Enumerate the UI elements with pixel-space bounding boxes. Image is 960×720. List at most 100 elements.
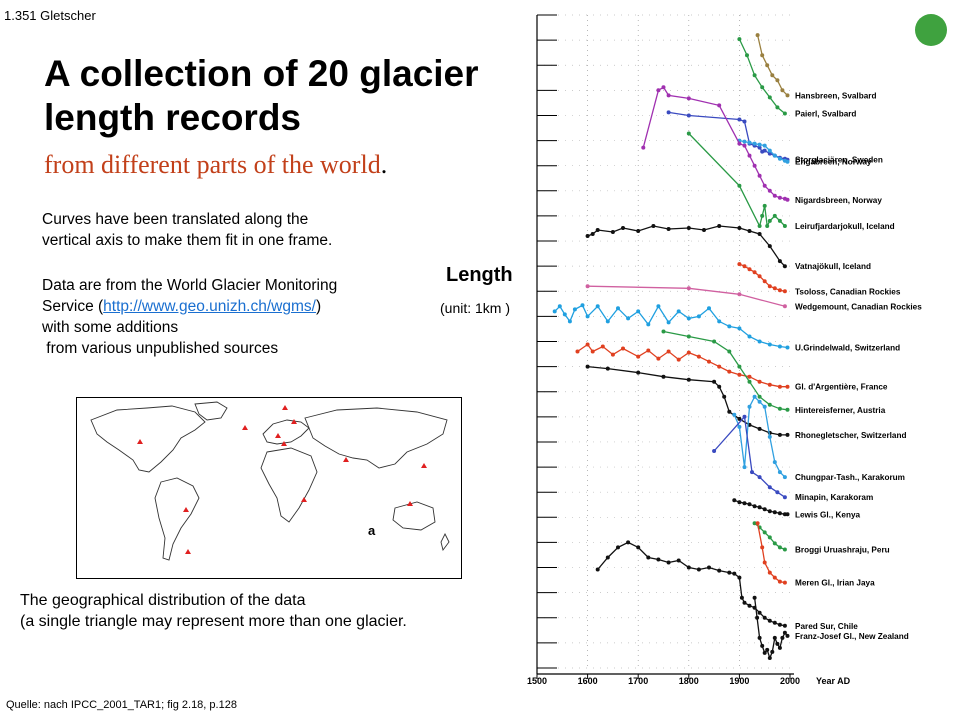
- data-point: [686, 316, 691, 321]
- data-point: [727, 369, 732, 374]
- series-17: [752, 521, 787, 552]
- data-point: [767, 284, 772, 289]
- data-point: [752, 521, 757, 526]
- data-point: [760, 213, 765, 218]
- data-point: [770, 73, 775, 78]
- data-point: [686, 131, 691, 136]
- greenland-outline: [194, 401, 228, 421]
- series-9: [585, 284, 787, 309]
- data-point: [782, 547, 787, 552]
- data-point: [712, 379, 717, 384]
- data-point: [727, 324, 732, 329]
- data-point: [712, 339, 717, 344]
- data-point: [686, 226, 691, 230]
- wgms-link[interactable]: http://www.geo.unizh.ch/wgms/: [103, 298, 316, 315]
- data-point: [686, 113, 691, 118]
- series-label: Leirufjardarjokull, Iceland: [795, 222, 895, 231]
- data-point: [772, 620, 777, 625]
- data-point: [732, 498, 737, 503]
- subtitle-end: .: [380, 150, 388, 179]
- data-point: [747, 379, 752, 384]
- data-point: [707, 359, 711, 364]
- data-point: [676, 309, 681, 314]
- data-point: [600, 344, 605, 349]
- data-point: [636, 309, 641, 314]
- data-point: [767, 485, 772, 490]
- data-point: [737, 37, 742, 42]
- data-point: [737, 262, 742, 267]
- data-point: [772, 460, 777, 465]
- data-point: [777, 470, 782, 475]
- data-point: [782, 630, 787, 635]
- data-point: [696, 314, 701, 319]
- data-point: [760, 643, 765, 648]
- data-point: [757, 339, 762, 344]
- data-point: [782, 623, 787, 628]
- data-point: [717, 103, 722, 108]
- data-point: [777, 195, 782, 200]
- data-point: [772, 286, 777, 291]
- data-point: [785, 407, 790, 412]
- data-point: [777, 344, 782, 349]
- data-point: [760, 545, 765, 550]
- data-point: [747, 334, 752, 339]
- page-subtitle: from different parts of the world.: [44, 150, 387, 180]
- data-point: [770, 649, 775, 654]
- data-point: [762, 530, 767, 535]
- series-10: [552, 303, 790, 350]
- glacier-marker: [137, 439, 143, 444]
- data-point: [762, 615, 767, 620]
- data-point: [767, 95, 772, 100]
- glacier-chart: 1500 1600 1700 1800 1900 2000 Year AD Hansbree…: [527, 14, 922, 686]
- data-point: [737, 292, 742, 297]
- data-point: [777, 579, 782, 584]
- asia-outline: [304, 407, 448, 469]
- series-line: [753, 597, 788, 660]
- series-line: [587, 365, 788, 436]
- data-point: [757, 610, 762, 615]
- data-point: [656, 356, 661, 361]
- slide-id: 1.351 Gletscher: [4, 8, 96, 23]
- unit-label: (unit: 1km ): [440, 300, 511, 316]
- data-point: [626, 540, 631, 545]
- data-point: [737, 416, 742, 421]
- series-label: Lewis Gl., Kenya: [795, 510, 861, 519]
- x-axis-label: Year AD: [816, 676, 851, 686]
- data-point: [757, 399, 762, 404]
- north-america-outline: [90, 405, 206, 473]
- series-12: [661, 329, 790, 412]
- data-point: [762, 279, 767, 284]
- data-point: [742, 501, 747, 506]
- data-point: [636, 370, 641, 375]
- data-point: [742, 264, 747, 269]
- data-point: [742, 600, 747, 605]
- data-point: [767, 509, 772, 514]
- data-point: [737, 183, 742, 188]
- data-point: [757, 505, 762, 510]
- data-point: [777, 218, 782, 223]
- south-america-outline: [154, 477, 200, 561]
- subtitle-text: from different parts of the world: [44, 150, 381, 179]
- data-point: [575, 349, 580, 354]
- data-point: [785, 197, 790, 202]
- data-point: [757, 173, 762, 178]
- series-11: [575, 342, 790, 389]
- data-point: [785, 512, 790, 517]
- glacier-marker: [183, 507, 189, 512]
- chart-series-group: [552, 33, 790, 660]
- data-point: [782, 495, 787, 500]
- data-point: [605, 319, 610, 324]
- series-label: Hansbreen, Svalbard: [795, 91, 876, 100]
- data-point: [772, 153, 777, 158]
- length-label: Length: [446, 264, 513, 286]
- data-point: [739, 595, 744, 600]
- data-point: [661, 374, 666, 379]
- data-point: [757, 274, 762, 279]
- data-point: [585, 364, 590, 369]
- data-point: [626, 316, 631, 321]
- data-point: [767, 402, 772, 407]
- data-point: [737, 326, 742, 331]
- glacier-marker: [407, 501, 413, 506]
- data-point: [785, 633, 790, 638]
- data-point: [757, 635, 762, 640]
